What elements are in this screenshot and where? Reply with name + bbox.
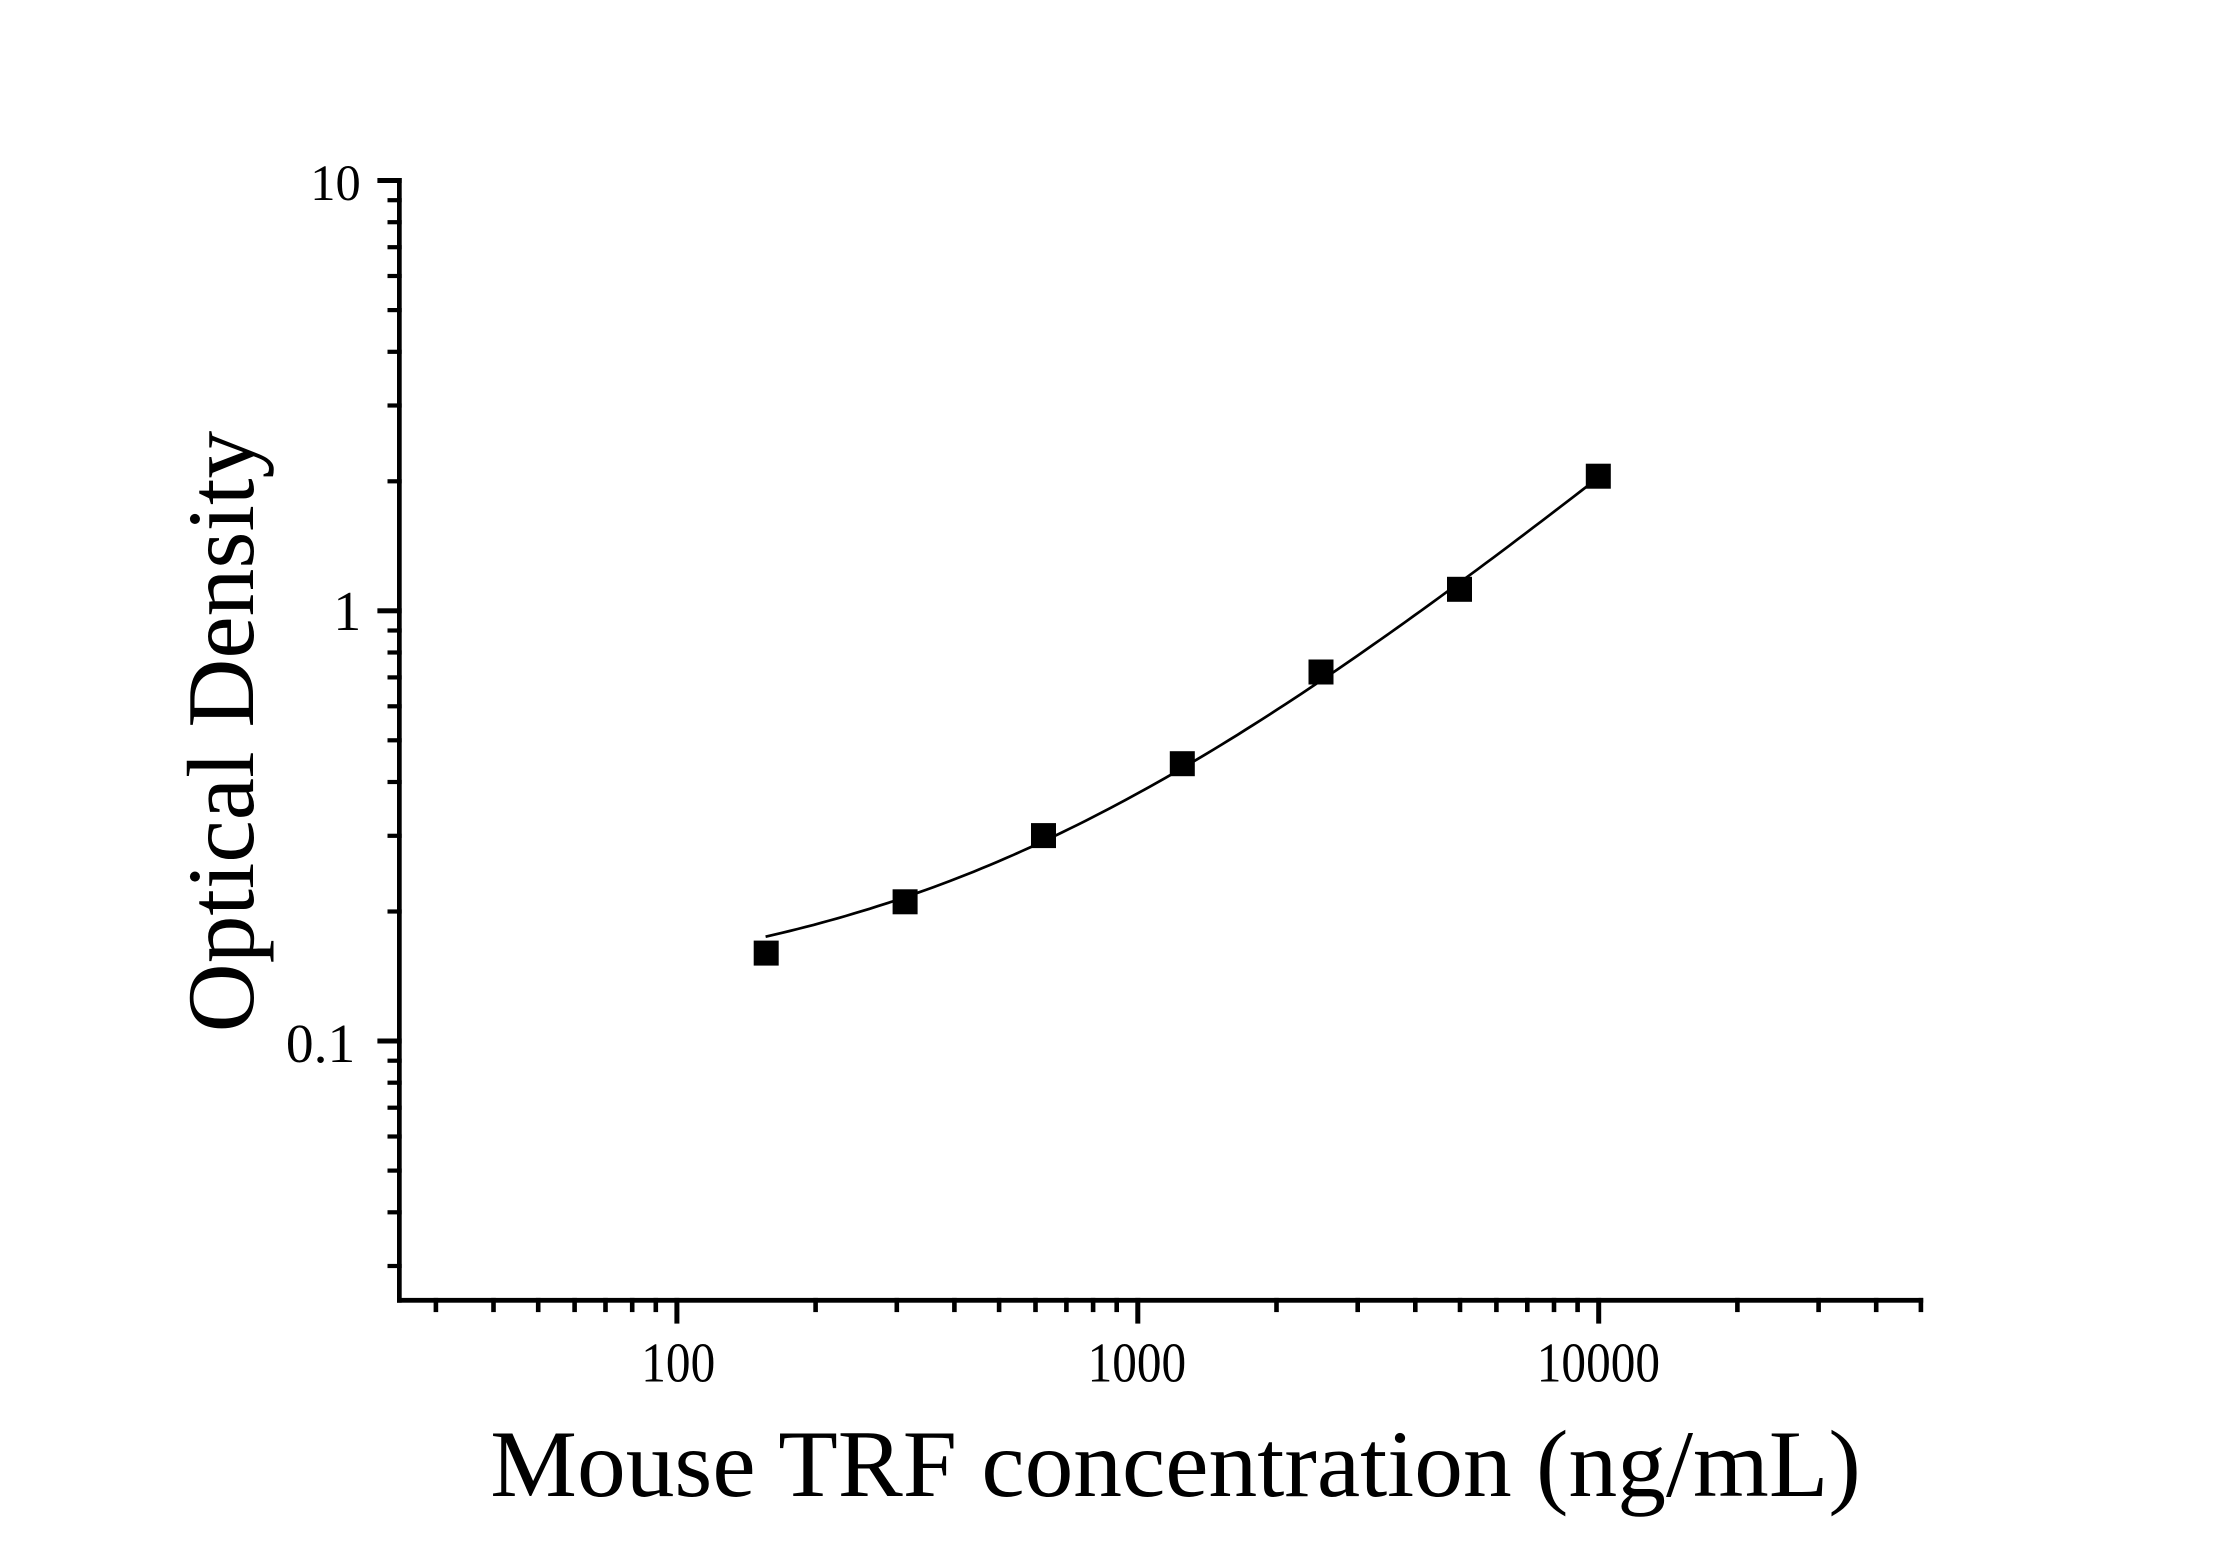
svg-text:10000: 10000 xyxy=(1537,1333,1660,1395)
svg-text:Optical Density: Optical Density xyxy=(168,431,274,1033)
svg-text:0.1: 0.1 xyxy=(286,1014,355,1075)
svg-text:Mouse TRF concentration (ng/mL: Mouse TRF concentration (ng/mL) xyxy=(490,1411,1861,1517)
svg-text:100: 100 xyxy=(641,1333,715,1395)
svg-text:10: 10 xyxy=(310,155,361,211)
svg-text:1: 1 xyxy=(333,581,361,643)
svg-text:1000: 1000 xyxy=(1088,1333,1187,1395)
